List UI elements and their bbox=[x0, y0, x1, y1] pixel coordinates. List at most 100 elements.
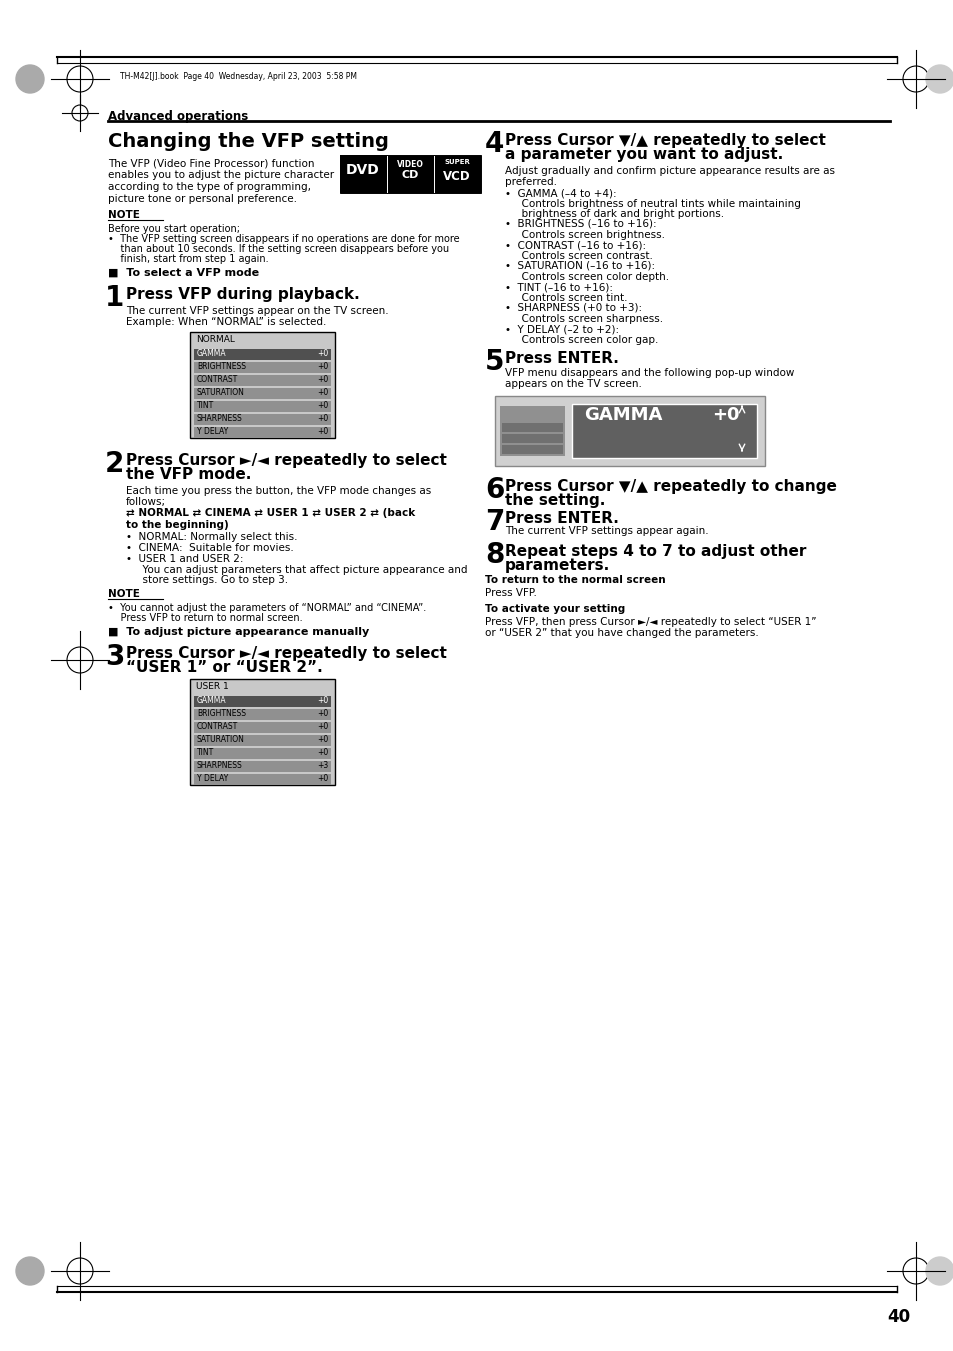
Text: the setting.: the setting. bbox=[504, 493, 605, 508]
Circle shape bbox=[925, 65, 953, 93]
Text: GAMMA: GAMMA bbox=[583, 407, 661, 424]
Circle shape bbox=[16, 1256, 44, 1285]
Bar bbox=[193, 709, 331, 720]
Text: CONTRAST: CONTRAST bbox=[196, 376, 238, 384]
Text: Press Cursor ▼/▲ repeatedly to change: Press Cursor ▼/▲ repeatedly to change bbox=[504, 480, 836, 494]
Text: VFP menu disappears and the following pop-up window: VFP menu disappears and the following po… bbox=[504, 367, 794, 378]
Text: +0: +0 bbox=[316, 748, 328, 757]
Text: NOTE: NOTE bbox=[108, 589, 140, 598]
Text: •  SATURATION (–16 to +16):: • SATURATION (–16 to +16): bbox=[504, 261, 655, 272]
Text: To activate your setting: To activate your setting bbox=[484, 604, 624, 613]
Bar bbox=[501, 423, 562, 432]
Bar bbox=[572, 404, 757, 458]
Text: The current VFP settings appear on the TV screen.: The current VFP settings appear on the T… bbox=[126, 305, 388, 316]
Text: NORMAL: NORMAL bbox=[195, 335, 234, 345]
Text: preferred.: preferred. bbox=[504, 177, 557, 186]
Bar bbox=[193, 748, 331, 759]
Bar bbox=[193, 388, 331, 399]
Text: Press Cursor ►/◄ repeatedly to select: Press Cursor ►/◄ repeatedly to select bbox=[126, 453, 446, 467]
Text: Press VFP, then press Cursor ►/◄ repeatedly to select “USER 1”: Press VFP, then press Cursor ►/◄ repeate… bbox=[484, 617, 816, 627]
Text: GAMMA: GAMMA bbox=[196, 696, 227, 705]
Text: The VFP (Video Fine Processor) function: The VFP (Video Fine Processor) function bbox=[108, 158, 314, 168]
Text: •  CINEMA:  Suitable for movies.: • CINEMA: Suitable for movies. bbox=[126, 543, 294, 553]
Text: Press VFP during playback.: Press VFP during playback. bbox=[126, 286, 359, 303]
Text: 2: 2 bbox=[105, 450, 124, 478]
Text: “USER 1” or “USER 2”.: “USER 1” or “USER 2”. bbox=[126, 661, 322, 676]
Text: a parameter you want to adjust.: a parameter you want to adjust. bbox=[504, 147, 782, 162]
Text: Press ENTER.: Press ENTER. bbox=[504, 351, 618, 366]
Text: 1: 1 bbox=[105, 284, 124, 312]
Text: +0: +0 bbox=[316, 709, 328, 717]
Bar bbox=[193, 401, 331, 412]
Text: Controls screen tint.: Controls screen tint. bbox=[515, 293, 627, 303]
Text: TINT: TINT bbox=[196, 401, 214, 409]
Text: +3: +3 bbox=[316, 761, 328, 770]
Text: brightness of dark and bright portions.: brightness of dark and bright portions. bbox=[515, 209, 723, 219]
Text: Controls screen contrast.: Controls screen contrast. bbox=[515, 251, 652, 261]
Bar bbox=[387, 155, 434, 193]
Text: appears on the TV screen.: appears on the TV screen. bbox=[504, 380, 641, 389]
Text: 7: 7 bbox=[484, 508, 504, 536]
Text: Press Cursor ▼/▲ repeatedly to select: Press Cursor ▼/▲ repeatedly to select bbox=[504, 132, 825, 149]
Text: You can adjust parameters that affect picture appearance and: You can adjust parameters that affect pi… bbox=[136, 565, 467, 576]
Text: +0: +0 bbox=[316, 427, 328, 436]
Text: To return to the normal screen: To return to the normal screen bbox=[484, 576, 665, 585]
Text: GAMMA: GAMMA bbox=[196, 349, 227, 358]
Text: picture tone or personal preference.: picture tone or personal preference. bbox=[108, 195, 296, 204]
Text: Controls screen color depth.: Controls screen color depth. bbox=[515, 272, 668, 282]
Text: SATURATION: SATURATION bbox=[196, 735, 245, 744]
Text: Changing the VFP setting: Changing the VFP setting bbox=[108, 132, 389, 151]
Text: 3: 3 bbox=[105, 643, 124, 671]
Circle shape bbox=[925, 1256, 953, 1285]
Text: •  USER 1 and USER 2:: • USER 1 and USER 2: bbox=[126, 554, 243, 563]
Text: BRIGHTNESS: BRIGHTNESS bbox=[196, 709, 246, 717]
Text: USER 1: USER 1 bbox=[195, 682, 229, 690]
Text: Controls brightness of neutral tints while maintaining: Controls brightness of neutral tints whi… bbox=[515, 199, 800, 209]
Text: Y DELAY: Y DELAY bbox=[196, 774, 228, 784]
Text: +0: +0 bbox=[316, 735, 328, 744]
Bar bbox=[339, 155, 387, 193]
Text: 4: 4 bbox=[484, 130, 504, 158]
Text: Y DELAY: Y DELAY bbox=[196, 427, 228, 436]
Bar bbox=[190, 680, 335, 785]
Text: •  BRIGHTNESS (–16 to +16):: • BRIGHTNESS (–16 to +16): bbox=[504, 219, 656, 230]
Text: •  SHARPNESS (+0 to +3):: • SHARPNESS (+0 to +3): bbox=[504, 303, 641, 313]
Text: •  You cannot adjust the parameters of “NORMAL” and “CINEMA”.: • You cannot adjust the parameters of “N… bbox=[108, 603, 426, 613]
Text: Each time you press the button, the VFP mode changes as: Each time you press the button, the VFP … bbox=[126, 486, 431, 496]
Text: VIDEO: VIDEO bbox=[396, 159, 423, 169]
Bar bbox=[193, 427, 331, 438]
Text: CD: CD bbox=[401, 170, 418, 180]
Text: enables you to adjust the picture character: enables you to adjust the picture charac… bbox=[108, 170, 334, 180]
Text: +0: +0 bbox=[316, 696, 328, 705]
Text: The current VFP settings appear again.: The current VFP settings appear again. bbox=[504, 526, 708, 536]
Text: CONTRAST: CONTRAST bbox=[196, 721, 238, 731]
Text: •  CONTRAST (–16 to +16):: • CONTRAST (–16 to +16): bbox=[504, 240, 645, 250]
Bar bbox=[434, 155, 480, 193]
Text: according to the type of programming,: according to the type of programming, bbox=[108, 182, 311, 192]
Text: +0: +0 bbox=[316, 721, 328, 731]
Text: 5: 5 bbox=[484, 349, 504, 376]
Text: +0: +0 bbox=[316, 349, 328, 358]
Text: SHARPNESS: SHARPNESS bbox=[196, 761, 242, 770]
Text: Press Cursor ►/◄ repeatedly to select: Press Cursor ►/◄ repeatedly to select bbox=[126, 646, 446, 661]
Text: 6: 6 bbox=[484, 476, 504, 504]
Bar bbox=[501, 444, 562, 454]
Text: Controls screen sharpness.: Controls screen sharpness. bbox=[515, 313, 662, 324]
Bar bbox=[193, 735, 331, 746]
Text: Press ENTER.: Press ENTER. bbox=[504, 511, 618, 526]
Text: BRIGHTNESS: BRIGHTNESS bbox=[196, 362, 246, 372]
Bar bbox=[499, 407, 564, 457]
Text: 40: 40 bbox=[886, 1308, 909, 1325]
Bar bbox=[501, 434, 562, 443]
Text: SUPER: SUPER bbox=[443, 159, 470, 165]
Text: +0: +0 bbox=[316, 376, 328, 384]
Text: +0: +0 bbox=[316, 774, 328, 784]
Text: Example: When “NORMAL” is selected.: Example: When “NORMAL” is selected. bbox=[126, 317, 326, 327]
Text: Press VFP.: Press VFP. bbox=[484, 588, 537, 598]
Text: +0: +0 bbox=[711, 407, 739, 424]
Text: TINT: TINT bbox=[196, 748, 214, 757]
Text: VCD: VCD bbox=[443, 170, 471, 182]
Text: +0: +0 bbox=[316, 413, 328, 423]
Text: than about 10 seconds. If the setting screen disappears before you: than about 10 seconds. If the setting sc… bbox=[108, 245, 449, 254]
Bar bbox=[193, 761, 331, 771]
